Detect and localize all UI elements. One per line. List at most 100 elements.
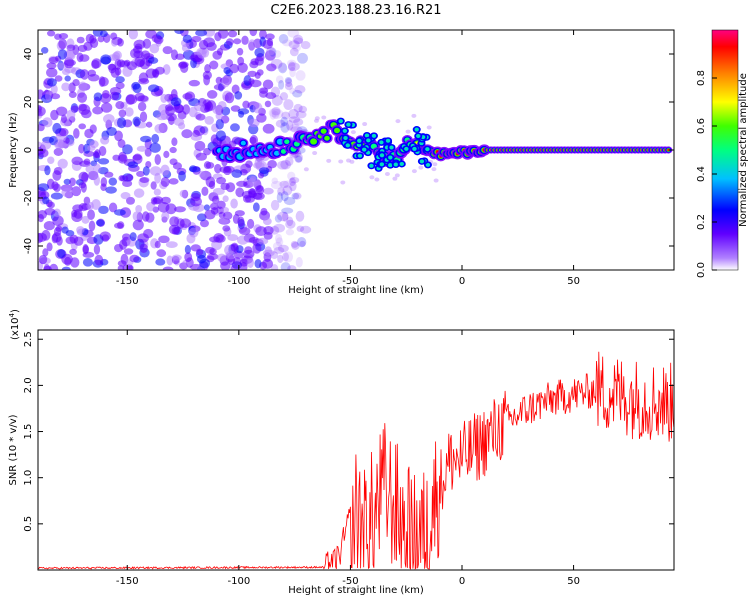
noise-blob xyxy=(273,246,285,254)
noise-blob xyxy=(38,106,46,117)
noise-blob xyxy=(212,199,220,208)
noise-blob xyxy=(132,219,144,231)
ridge-scatter-core xyxy=(399,161,404,166)
noise-blob xyxy=(213,187,225,196)
noise-blob xyxy=(64,59,76,67)
noise-blob xyxy=(46,67,58,78)
noise-blob xyxy=(257,172,265,179)
noise-blob xyxy=(405,129,411,134)
noise-blob xyxy=(158,235,170,244)
noise-blob xyxy=(93,175,100,186)
noise-blob xyxy=(169,146,177,154)
noise-blob xyxy=(156,113,168,121)
noise-blob xyxy=(55,106,68,117)
noise-blob xyxy=(108,63,117,74)
noise-blob xyxy=(287,30,300,38)
noise-blob xyxy=(281,39,293,47)
noise-blob xyxy=(165,203,177,215)
noise-blob xyxy=(237,235,249,245)
y-tick-label: 40 xyxy=(23,48,34,61)
noise-blob xyxy=(265,92,277,100)
noise-blob xyxy=(69,177,76,187)
ridge-mid xyxy=(276,138,284,145)
noise-blob xyxy=(198,39,209,50)
noise-blob xyxy=(216,176,227,185)
noise-blob xyxy=(242,249,255,259)
noise-blob xyxy=(44,207,56,216)
noise-blob xyxy=(114,67,122,76)
noise-blob xyxy=(262,217,272,226)
colorbar-tick-label: 0.6 xyxy=(696,118,707,134)
noise-blob xyxy=(212,106,222,115)
noise-blob xyxy=(283,251,293,263)
noise-blob xyxy=(127,161,139,168)
ridge-scatter-core xyxy=(343,136,348,141)
ridge-scatter-core xyxy=(389,145,394,150)
noise-blob xyxy=(170,97,182,107)
noise-blob xyxy=(254,47,265,58)
noise-blob xyxy=(139,177,150,184)
noise-blob xyxy=(289,66,296,78)
noise-blob xyxy=(259,87,269,94)
noise-blob xyxy=(284,77,292,84)
x-tick-label: 50 xyxy=(567,276,580,287)
noise-blob xyxy=(264,246,272,256)
noise-blob xyxy=(57,49,68,60)
noise-blob xyxy=(209,60,219,70)
noise-blob xyxy=(190,196,202,207)
ridge-scatter-core xyxy=(357,138,362,143)
noise-blob xyxy=(292,44,301,52)
noise-blob xyxy=(268,108,281,118)
noise-blob xyxy=(155,258,166,266)
noise-blob xyxy=(264,100,272,108)
noise-blob xyxy=(239,262,248,270)
noise-blob xyxy=(225,38,234,46)
x-tick-label: -150 xyxy=(116,276,139,287)
ridge-scatter-core xyxy=(369,163,374,168)
noise-blob xyxy=(174,104,185,114)
noise-blob xyxy=(189,166,201,173)
noise-blob xyxy=(247,70,257,77)
noise-blob xyxy=(274,214,283,223)
noise-blob xyxy=(266,63,277,72)
noise-blob xyxy=(298,105,308,113)
noise-blob xyxy=(129,254,140,263)
noise-blob xyxy=(280,191,289,202)
noise-blob xyxy=(297,237,307,248)
noise-blob xyxy=(179,218,192,228)
noise-blob xyxy=(272,241,283,251)
noise-blob xyxy=(293,37,304,44)
noise-blob xyxy=(340,180,346,185)
noise-blob xyxy=(362,122,368,127)
noise-blob xyxy=(115,100,125,110)
noise-blob xyxy=(60,114,68,124)
noise-blob xyxy=(432,162,438,167)
noise-blob xyxy=(278,79,285,90)
noise-blob xyxy=(47,201,55,209)
noise-blob xyxy=(94,149,101,159)
ridge-scatter-core xyxy=(364,133,370,138)
noise-blob xyxy=(249,134,259,146)
spectrogram-x-label: Height of straight line (km) xyxy=(288,285,424,296)
noise-blob xyxy=(89,124,97,134)
ridge-scatter-core xyxy=(414,127,419,132)
noise-blob xyxy=(46,242,53,252)
colorbar-gradient xyxy=(711,29,739,271)
noise-blob xyxy=(220,182,230,191)
ridge-mid xyxy=(273,150,280,156)
noise-blob xyxy=(69,234,79,244)
y-tick-label: 20 xyxy=(23,96,34,109)
noise-blob xyxy=(252,102,263,114)
noise-blob xyxy=(431,167,437,172)
noise-blob xyxy=(81,215,90,224)
colorbar-tick-label: 0.2 xyxy=(696,214,707,230)
noise-blob xyxy=(82,244,89,255)
noise-blob xyxy=(77,44,88,52)
noise-blob xyxy=(273,50,282,58)
noise-blob xyxy=(205,101,214,112)
noise-blob xyxy=(109,91,120,101)
ridge-mid xyxy=(240,140,246,146)
noise-blob xyxy=(300,225,312,234)
noise-blob xyxy=(137,95,149,102)
noise-blob xyxy=(263,225,274,235)
